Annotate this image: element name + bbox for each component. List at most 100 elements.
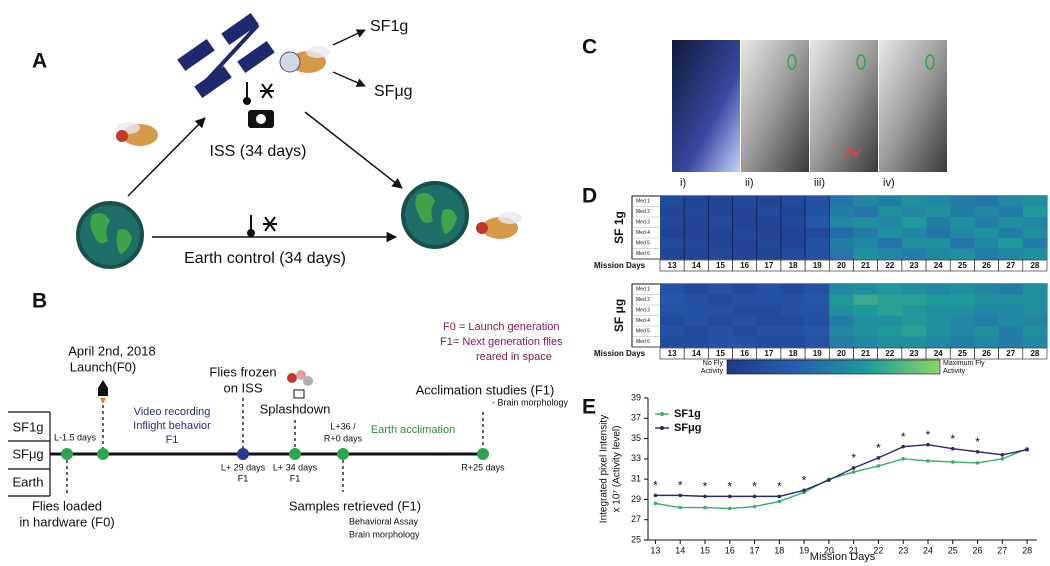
heatmap-cell [829,326,854,337]
colorbar-label: No Fly [703,360,724,367]
heatmap-cell [805,294,830,306]
heatmap-cell [805,206,830,218]
video-frame [879,40,947,172]
heatmap-cell [805,238,830,249]
y-tick-label: 29 [631,494,641,504]
tracking-marker [925,54,935,70]
heatmap-cell [708,336,733,348]
event-label: Launch(F0) [70,359,136,374]
day-label: 14 [692,261,701,270]
video-frame [741,40,809,172]
heatmap-cell [780,326,806,337]
heatmap-cell [732,217,758,228]
x-tick-label: 14 [675,545,685,555]
heatmap-cell [926,227,951,239]
significance-mark: * [653,479,658,493]
panel-label: D [582,185,597,208]
timeline-dots [61,448,489,460]
point [950,446,955,451]
day-label: 25 [958,261,967,270]
row-label: Med 1 [636,287,650,293]
heatmap-cell [998,206,1024,218]
colorbar-label: Activity [943,368,966,375]
legend-text: F0 = Launch generation [443,321,560,333]
heatmap-cell [1022,284,1048,295]
point [851,466,856,470]
heatmap-cell [829,248,854,260]
heatmap-cell [732,294,758,306]
heatmap-cell [684,284,709,295]
tracking-path [844,146,861,159]
series-line [655,443,1028,498]
significance-mark: * [703,480,708,494]
point [703,505,707,510]
heatmap-cell [950,305,975,316]
heatmap-cell [998,196,1024,207]
tracking-marker [787,54,797,70]
heatmap-cell [901,238,927,249]
heatmap-cell [998,284,1024,295]
group-box [8,411,51,497]
row-label: Med 1 [636,199,650,205]
heatmap-cell [780,294,806,306]
heatmap-cell [853,217,878,228]
heatmap-cell [1022,196,1048,207]
heatmap-cell [1022,238,1048,249]
heatmap-cell [708,227,733,239]
day-label: 22 [885,349,894,358]
heatmap-cell [998,248,1024,260]
heatmap-cell [756,238,782,249]
series-line [655,448,1028,510]
point [975,449,980,454]
row-label: Med 5 [636,329,650,335]
heatmap-cell [684,206,709,218]
heatmap-cell [780,196,806,207]
heatmap-cell [660,217,685,228]
heatmap-cell [805,227,830,239]
heatmap-cell [805,315,830,327]
x-tick-label: 19 [799,545,809,555]
day-label: 23 [910,261,919,270]
x-tick-label: 25 [948,545,958,555]
heatmap-cell [708,238,733,249]
heatmap-cell [853,196,878,207]
heatmap-cell [853,248,878,260]
heatmap-cell [926,238,951,249]
arrow [304,111,403,189]
colorbar [726,359,941,375]
legend-marker [660,426,664,430]
y-axis-label: x 10⁷ (Activity level) [612,426,623,513]
day-label: 14 [692,349,701,358]
thermo-snow-icon [243,82,277,237]
day-label: 18 [789,349,798,358]
heatmap-cell [998,217,1024,228]
heatmap-cell [877,284,903,295]
row-label: Med 4 [636,230,650,236]
y-tick-label: 25 [631,534,641,544]
x-tick-label: 23 [898,545,908,555]
heatmap-cell [974,284,999,295]
legend-text: F1= Next generation flies [440,336,563,348]
rocket-icon [98,380,108,404]
x-tick-label: 27 [997,545,1007,555]
legend-text: reared in space [476,351,552,363]
time-label: L+ 29 days [221,462,266,472]
panel-label: E [582,396,596,419]
heatmap-cell [732,196,758,207]
heatmap-cell [805,336,830,348]
point [678,493,683,498]
event-label: in hardware (F0) [19,514,114,529]
fly-helmet [279,46,330,73]
heatmap-cell [974,294,999,306]
video-frame [810,40,878,172]
heatmap-cell [877,248,903,260]
y-tick-label: 37 [631,413,641,423]
significance-mark: * [802,473,807,487]
colorbar-label: Activity [701,368,724,375]
heatmap-cell [684,315,709,327]
heatmap-cell [901,336,927,348]
fly [476,212,522,239]
balloon-icon [287,370,313,399]
event-label: Samples retrieved (F1) [289,498,421,513]
day-label: 28 [1030,349,1039,358]
